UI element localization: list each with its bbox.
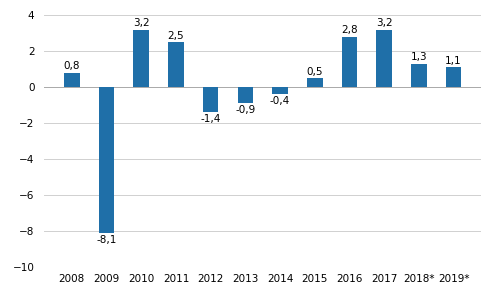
Text: -8,1: -8,1 bbox=[96, 235, 117, 245]
Text: -0,4: -0,4 bbox=[270, 96, 290, 106]
Bar bbox=[272, 87, 288, 94]
Bar bbox=[203, 87, 218, 112]
Bar bbox=[134, 29, 149, 87]
Text: -0,9: -0,9 bbox=[235, 105, 255, 115]
Bar bbox=[64, 73, 80, 87]
Text: 1,3: 1,3 bbox=[410, 52, 427, 62]
Text: 3,2: 3,2 bbox=[133, 18, 150, 28]
Bar bbox=[168, 42, 184, 87]
Text: 0,5: 0,5 bbox=[306, 67, 323, 77]
Bar bbox=[307, 78, 323, 87]
Text: 2,5: 2,5 bbox=[167, 31, 184, 41]
Text: 0,8: 0,8 bbox=[64, 61, 80, 71]
Bar bbox=[238, 87, 253, 103]
Bar bbox=[99, 87, 114, 232]
Bar bbox=[376, 29, 392, 87]
Text: 2,8: 2,8 bbox=[341, 25, 358, 35]
Text: -1,4: -1,4 bbox=[200, 114, 221, 124]
Bar bbox=[446, 67, 462, 87]
Text: 3,2: 3,2 bbox=[376, 18, 392, 28]
Bar bbox=[342, 37, 357, 87]
Bar bbox=[411, 64, 427, 87]
Text: 1,1: 1,1 bbox=[445, 56, 462, 66]
